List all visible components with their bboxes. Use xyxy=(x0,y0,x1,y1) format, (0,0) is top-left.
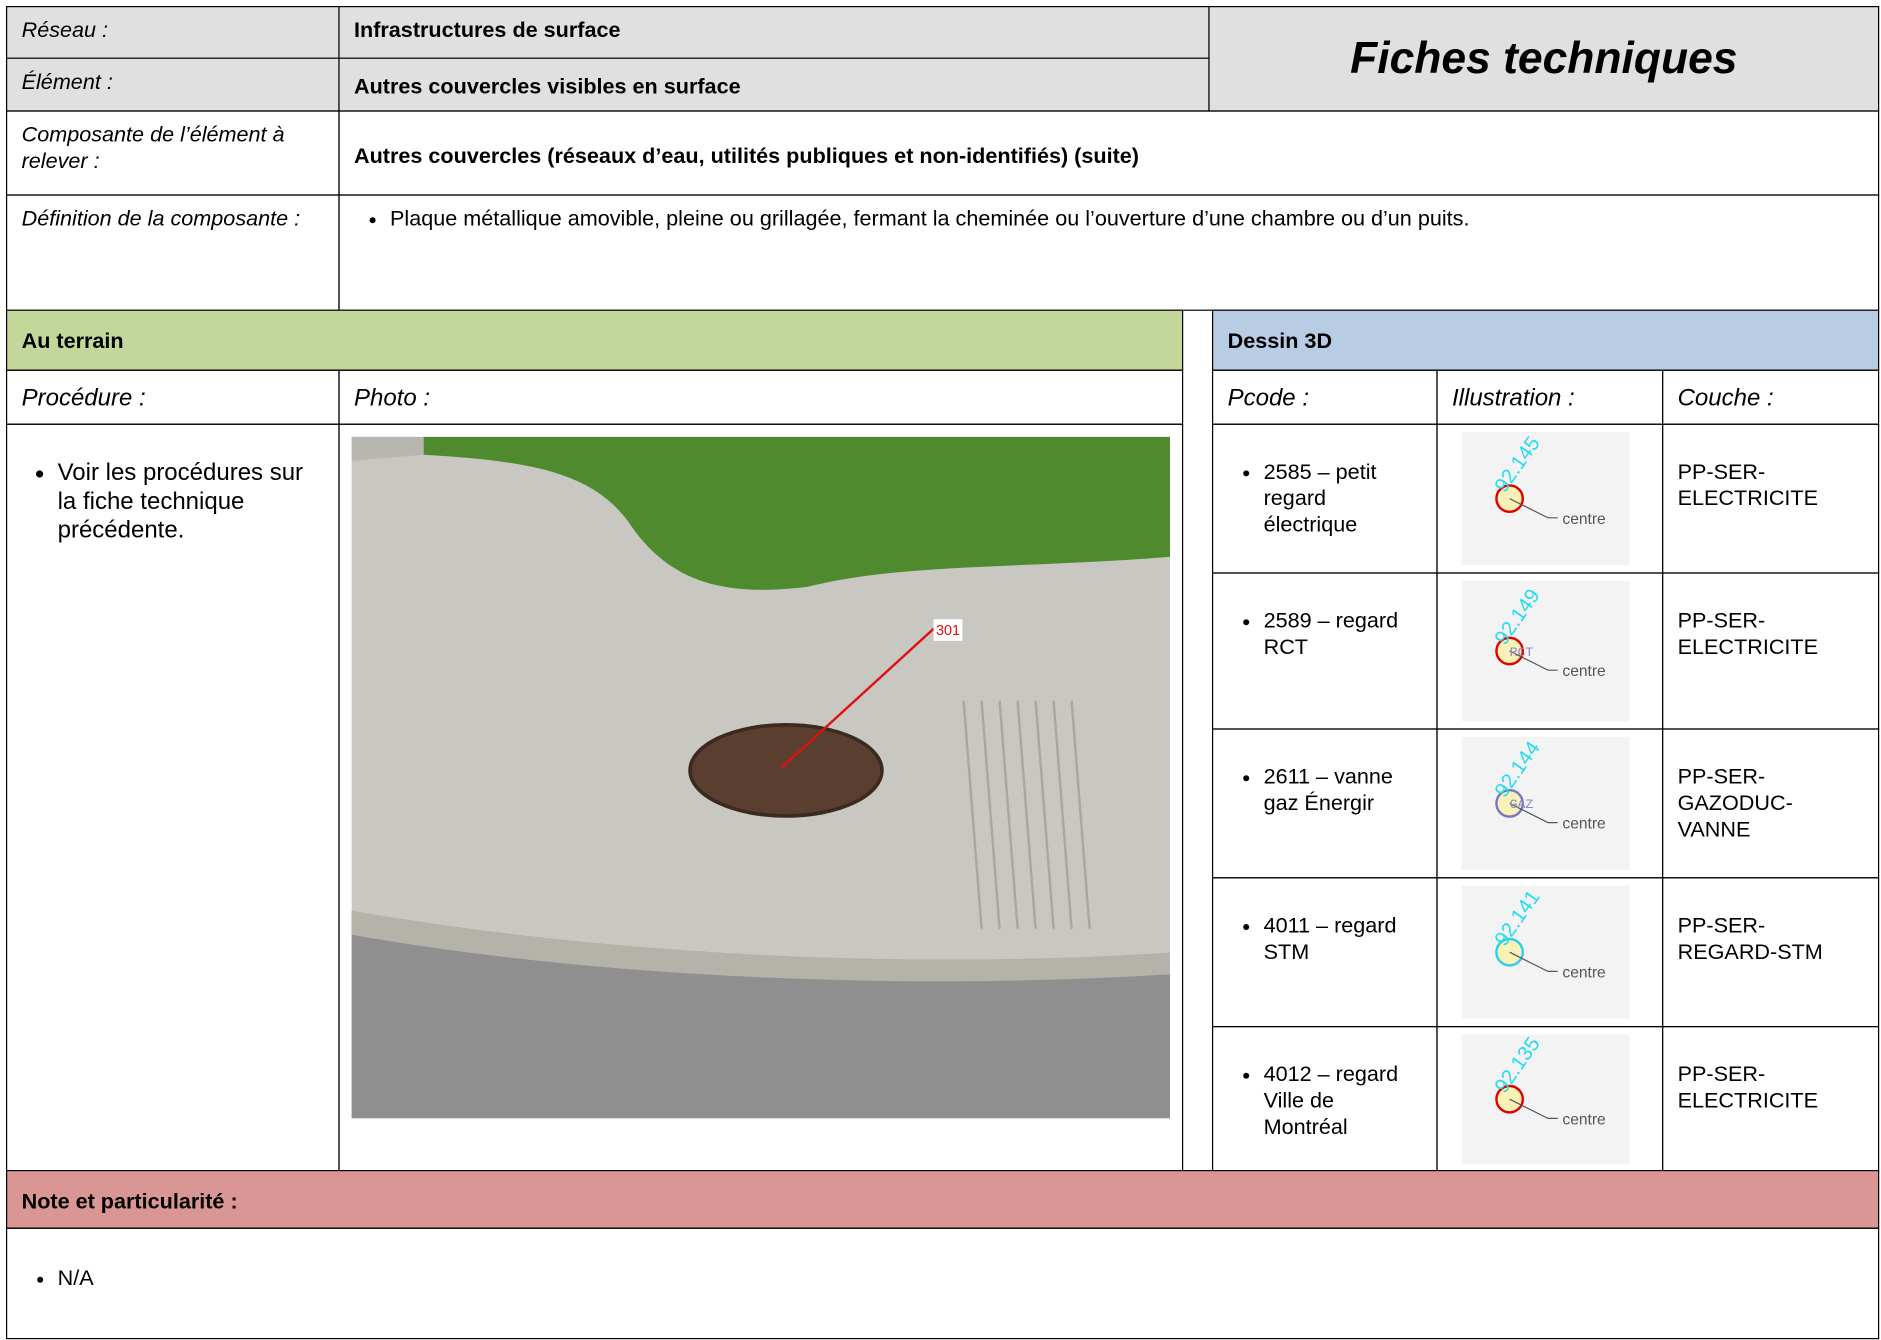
list-item: 4012 – regard Ville de Montréal xyxy=(1264,1061,1422,1140)
section-header: Au terrain xyxy=(6,309,1184,371)
value: Autres couvercles visibles en surface xyxy=(338,57,1210,112)
list: 2589 – regard RCT xyxy=(1228,607,1422,660)
leader xyxy=(1509,1098,1558,1120)
centre: centre xyxy=(1562,964,1605,981)
couche: PP-SER-ELECTRICITE xyxy=(1662,1026,1880,1173)
background xyxy=(1461,432,1630,566)
list: 4011 – regard STM xyxy=(1228,912,1422,965)
list-item: 2585 – petit regard électrique xyxy=(1264,458,1422,537)
tag: RCT xyxy=(1510,645,1534,660)
list-item: 2589 – regard RCT xyxy=(1264,607,1422,660)
list: 2611 – vanne gaz Énergir xyxy=(1228,763,1422,816)
col-header: Illustration : xyxy=(1436,369,1664,425)
leader xyxy=(1509,650,1558,671)
label: Définition de la composante : xyxy=(6,194,340,311)
background xyxy=(1461,1034,1630,1164)
list-item: Plaque métallique amovible, pleine ou gr… xyxy=(390,205,1864,231)
tag: GAZ xyxy=(1510,797,1534,812)
arrow xyxy=(780,627,935,769)
doc-title: Fiches techniques xyxy=(1208,6,1880,112)
label: Réseau : xyxy=(6,6,340,59)
background xyxy=(1461,580,1630,722)
centre: centre xyxy=(1562,663,1605,680)
marker-box xyxy=(933,619,963,641)
illustration-cell: centre 92.135 xyxy=(1436,1026,1664,1173)
value: Infrastructures de surface xyxy=(338,6,1210,59)
centre: centre xyxy=(1562,816,1605,833)
procedure: Voir les procédures sur la fiche techniq… xyxy=(6,423,340,1172)
col-header: Couche : xyxy=(1662,369,1880,425)
couche: PP-SER-GAZODUC-VANNE xyxy=(1662,728,1880,879)
list-item: 4011 – regard STM xyxy=(1264,912,1422,965)
label: Élément : xyxy=(6,57,340,112)
illustration-cell: centre 92.141 xyxy=(1436,877,1664,1028)
pcode: 4012 – regard Ville de Montréal xyxy=(1212,1026,1438,1173)
list-item: N/A xyxy=(58,1265,1864,1291)
photo-cell: 301 xyxy=(338,423,1184,1172)
list: 4012 – regard Ville de Montréal xyxy=(1228,1061,1422,1140)
col-header: Procédure : xyxy=(6,369,340,425)
leader xyxy=(1509,802,1558,824)
centre: centre xyxy=(1562,511,1605,528)
photo: 301 xyxy=(351,436,1171,1119)
list: Voir les procédures sur la fiche techniq… xyxy=(22,458,324,544)
pcode: 2585 – petit regard électrique xyxy=(1212,423,1438,574)
value: Plaque métallique amovible, pleine ou gr… xyxy=(338,194,1880,311)
manhole xyxy=(688,723,884,818)
col-header: Pcode : xyxy=(1212,369,1438,425)
tactile xyxy=(962,700,1091,929)
couche: PP-SER-ELECTRICITE xyxy=(1662,572,1880,730)
list: Plaque métallique amovible, pleine ou gr… xyxy=(354,205,1864,231)
background xyxy=(1461,736,1630,871)
centre: centre xyxy=(1562,1111,1605,1128)
grass xyxy=(423,436,1171,590)
couche: PP-SER-ELECTRICITE xyxy=(1662,423,1880,574)
illustration-cell: centre 92.145 xyxy=(1436,423,1664,574)
couche: PP-SER-REGARD-STM xyxy=(1662,877,1880,1028)
curb xyxy=(351,436,424,461)
leader xyxy=(1509,498,1558,519)
pcode: 4011 – regard STM xyxy=(1212,877,1438,1028)
section-header: Note et particularité : xyxy=(6,1170,1880,1229)
section-header: Dessin 3D xyxy=(1212,309,1880,371)
leader xyxy=(1509,951,1558,973)
note: N/A xyxy=(6,1227,1880,1340)
marker: 301 xyxy=(936,623,960,639)
illustration-cell: centre 92.149 RCT xyxy=(1436,572,1664,730)
value: Autres couvercles (réseaux d’eau, utilit… xyxy=(338,110,1880,196)
illustration-cell: centre 92.144 GAZ xyxy=(1436,728,1664,879)
background xyxy=(1461,885,1630,1019)
col-header: Photo : xyxy=(338,369,1184,425)
label: Composante de l’élément à relever : xyxy=(6,110,340,196)
pcode: 2589 – regard RCT xyxy=(1212,572,1438,730)
list-item: Voir les procédures sur la fiche techniq… xyxy=(58,458,324,544)
list: 2585 – petit regard électrique xyxy=(1228,458,1422,537)
list: N/A xyxy=(22,1265,1864,1291)
list-item: 2611 – vanne gaz Énergir xyxy=(1264,763,1422,816)
pcode: 2611 – vanne gaz Énergir xyxy=(1212,728,1438,879)
curb xyxy=(351,910,1171,982)
